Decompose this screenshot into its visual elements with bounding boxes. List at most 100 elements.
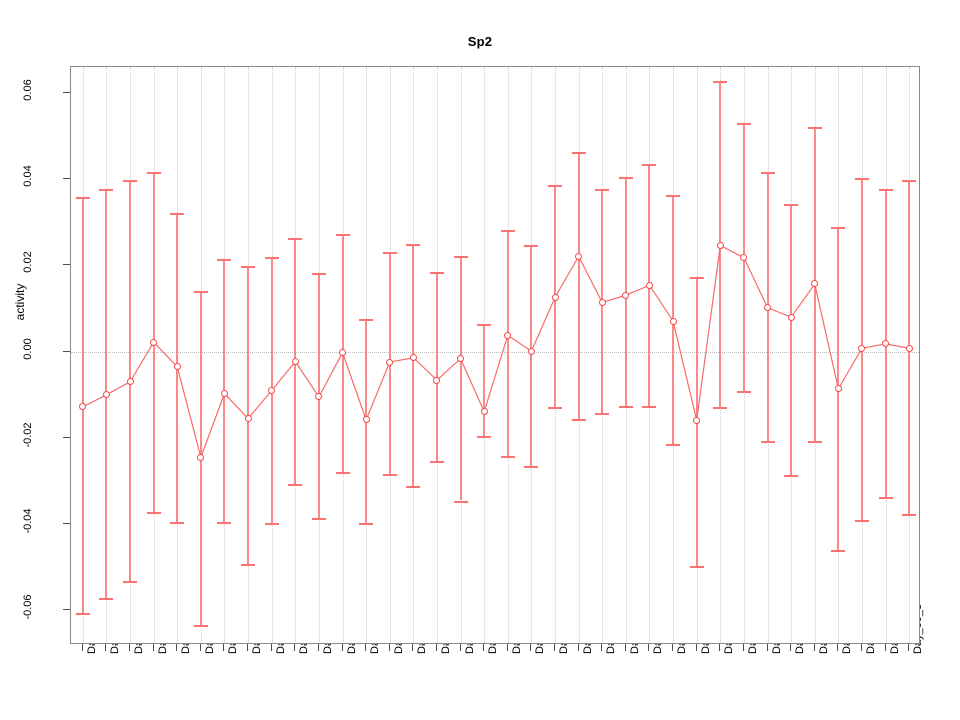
data-point	[480, 408, 488, 416]
data-point	[409, 354, 417, 362]
y-tick	[63, 350, 70, 352]
series-polyline	[82, 244, 910, 460]
error-bar-cap	[123, 580, 138, 583]
error-bar-cap	[595, 188, 610, 191]
error-bar-cap	[170, 522, 185, 525]
error-bar-cap	[264, 256, 279, 259]
y-tick-label: 0.02	[22, 251, 34, 274]
error-bar-cap	[618, 176, 633, 179]
error-bar	[577, 152, 580, 420]
error-bar	[435, 272, 438, 461]
error-bar-cap	[453, 500, 468, 503]
x-tick	[719, 644, 721, 651]
error-bar-cap	[146, 171, 161, 174]
data-point	[79, 403, 87, 411]
error-bar-cap	[854, 178, 869, 181]
error-bar-cap	[477, 323, 492, 326]
y-tick	[63, 264, 70, 266]
error-bar-cap	[264, 523, 279, 526]
error-bar-cap	[311, 518, 326, 521]
error-bar-cap	[736, 391, 751, 394]
error-bar-cap	[666, 194, 681, 197]
data-point	[882, 340, 890, 348]
x-tick	[152, 644, 154, 651]
error-bar-cap	[500, 230, 515, 233]
x-tick	[577, 644, 579, 651]
x-tick	[176, 644, 178, 651]
error-bar-cap	[784, 204, 799, 207]
x-tick	[365, 644, 367, 651]
error-bar-cap	[429, 460, 444, 463]
data-point	[787, 313, 795, 321]
y-tick	[63, 609, 70, 611]
error-bar-cap	[571, 152, 586, 155]
data-point	[244, 415, 252, 423]
error-bar	[530, 244, 533, 467]
data-point	[457, 355, 465, 363]
y-tick-label: -0.06	[22, 594, 34, 621]
error-bar-cap	[595, 412, 610, 415]
error-bar-cap	[477, 436, 492, 439]
x-tick	[129, 644, 131, 651]
x-tick	[294, 644, 296, 651]
error-bar-cap	[666, 443, 681, 446]
error-bar-cap	[760, 441, 775, 444]
data-point	[504, 331, 512, 339]
data-point	[362, 416, 370, 424]
error-bar-cap	[75, 196, 90, 199]
error-bar-cap	[193, 624, 208, 627]
data-point	[669, 317, 677, 325]
plot-inner	[71, 67, 919, 643]
data-point	[386, 358, 394, 366]
x-tick	[506, 644, 508, 651]
error-bar-cap	[217, 258, 232, 261]
data-point	[339, 349, 347, 357]
error-bar-cap	[642, 164, 657, 167]
data-point	[858, 344, 866, 352]
data-point	[811, 280, 819, 288]
zero-reference-line	[71, 351, 919, 353]
error-bar	[506, 230, 509, 456]
data-point	[197, 453, 205, 461]
x-tick	[554, 644, 556, 651]
error-bar	[412, 243, 415, 486]
chart-title: Sp2	[467, 34, 493, 49]
error-bar-cap	[146, 512, 161, 515]
series-line	[82, 244, 910, 460]
error-bar-cap	[618, 406, 633, 409]
x-tick	[624, 644, 626, 651]
x-tick	[483, 644, 485, 651]
data-point	[102, 391, 110, 399]
error-bar-cap	[335, 472, 350, 475]
error-bar-cap	[571, 419, 586, 422]
data-point	[622, 291, 630, 299]
y-tick-label: -0.04	[22, 508, 34, 534]
error-bar-cap	[902, 514, 917, 517]
error-bar-cap	[784, 474, 799, 477]
error-bar-cap	[453, 255, 468, 258]
error-bar	[790, 204, 793, 475]
error-bar-cap	[75, 613, 90, 616]
x-tick	[459, 644, 461, 651]
error-bar-cap	[878, 497, 893, 500]
data-point	[291, 358, 299, 366]
error-bar-cap	[288, 484, 303, 487]
error-bar-cap	[335, 234, 350, 237]
x-tick	[435, 644, 437, 651]
data-point	[527, 347, 535, 355]
x-tick	[884, 644, 886, 651]
error-bar-cap	[689, 566, 704, 569]
data-point	[173, 363, 181, 371]
error-bar-cap	[500, 455, 515, 458]
data-point	[575, 252, 583, 260]
x-tick	[317, 644, 319, 651]
data-point	[693, 416, 701, 424]
error-bar-cap	[123, 180, 138, 183]
x-tick	[223, 644, 225, 651]
data-point	[905, 344, 913, 352]
x-tick	[813, 644, 815, 651]
data-point	[433, 376, 441, 384]
y-tick	[63, 436, 70, 438]
data-point	[315, 393, 323, 401]
error-bar-cap	[241, 266, 256, 269]
